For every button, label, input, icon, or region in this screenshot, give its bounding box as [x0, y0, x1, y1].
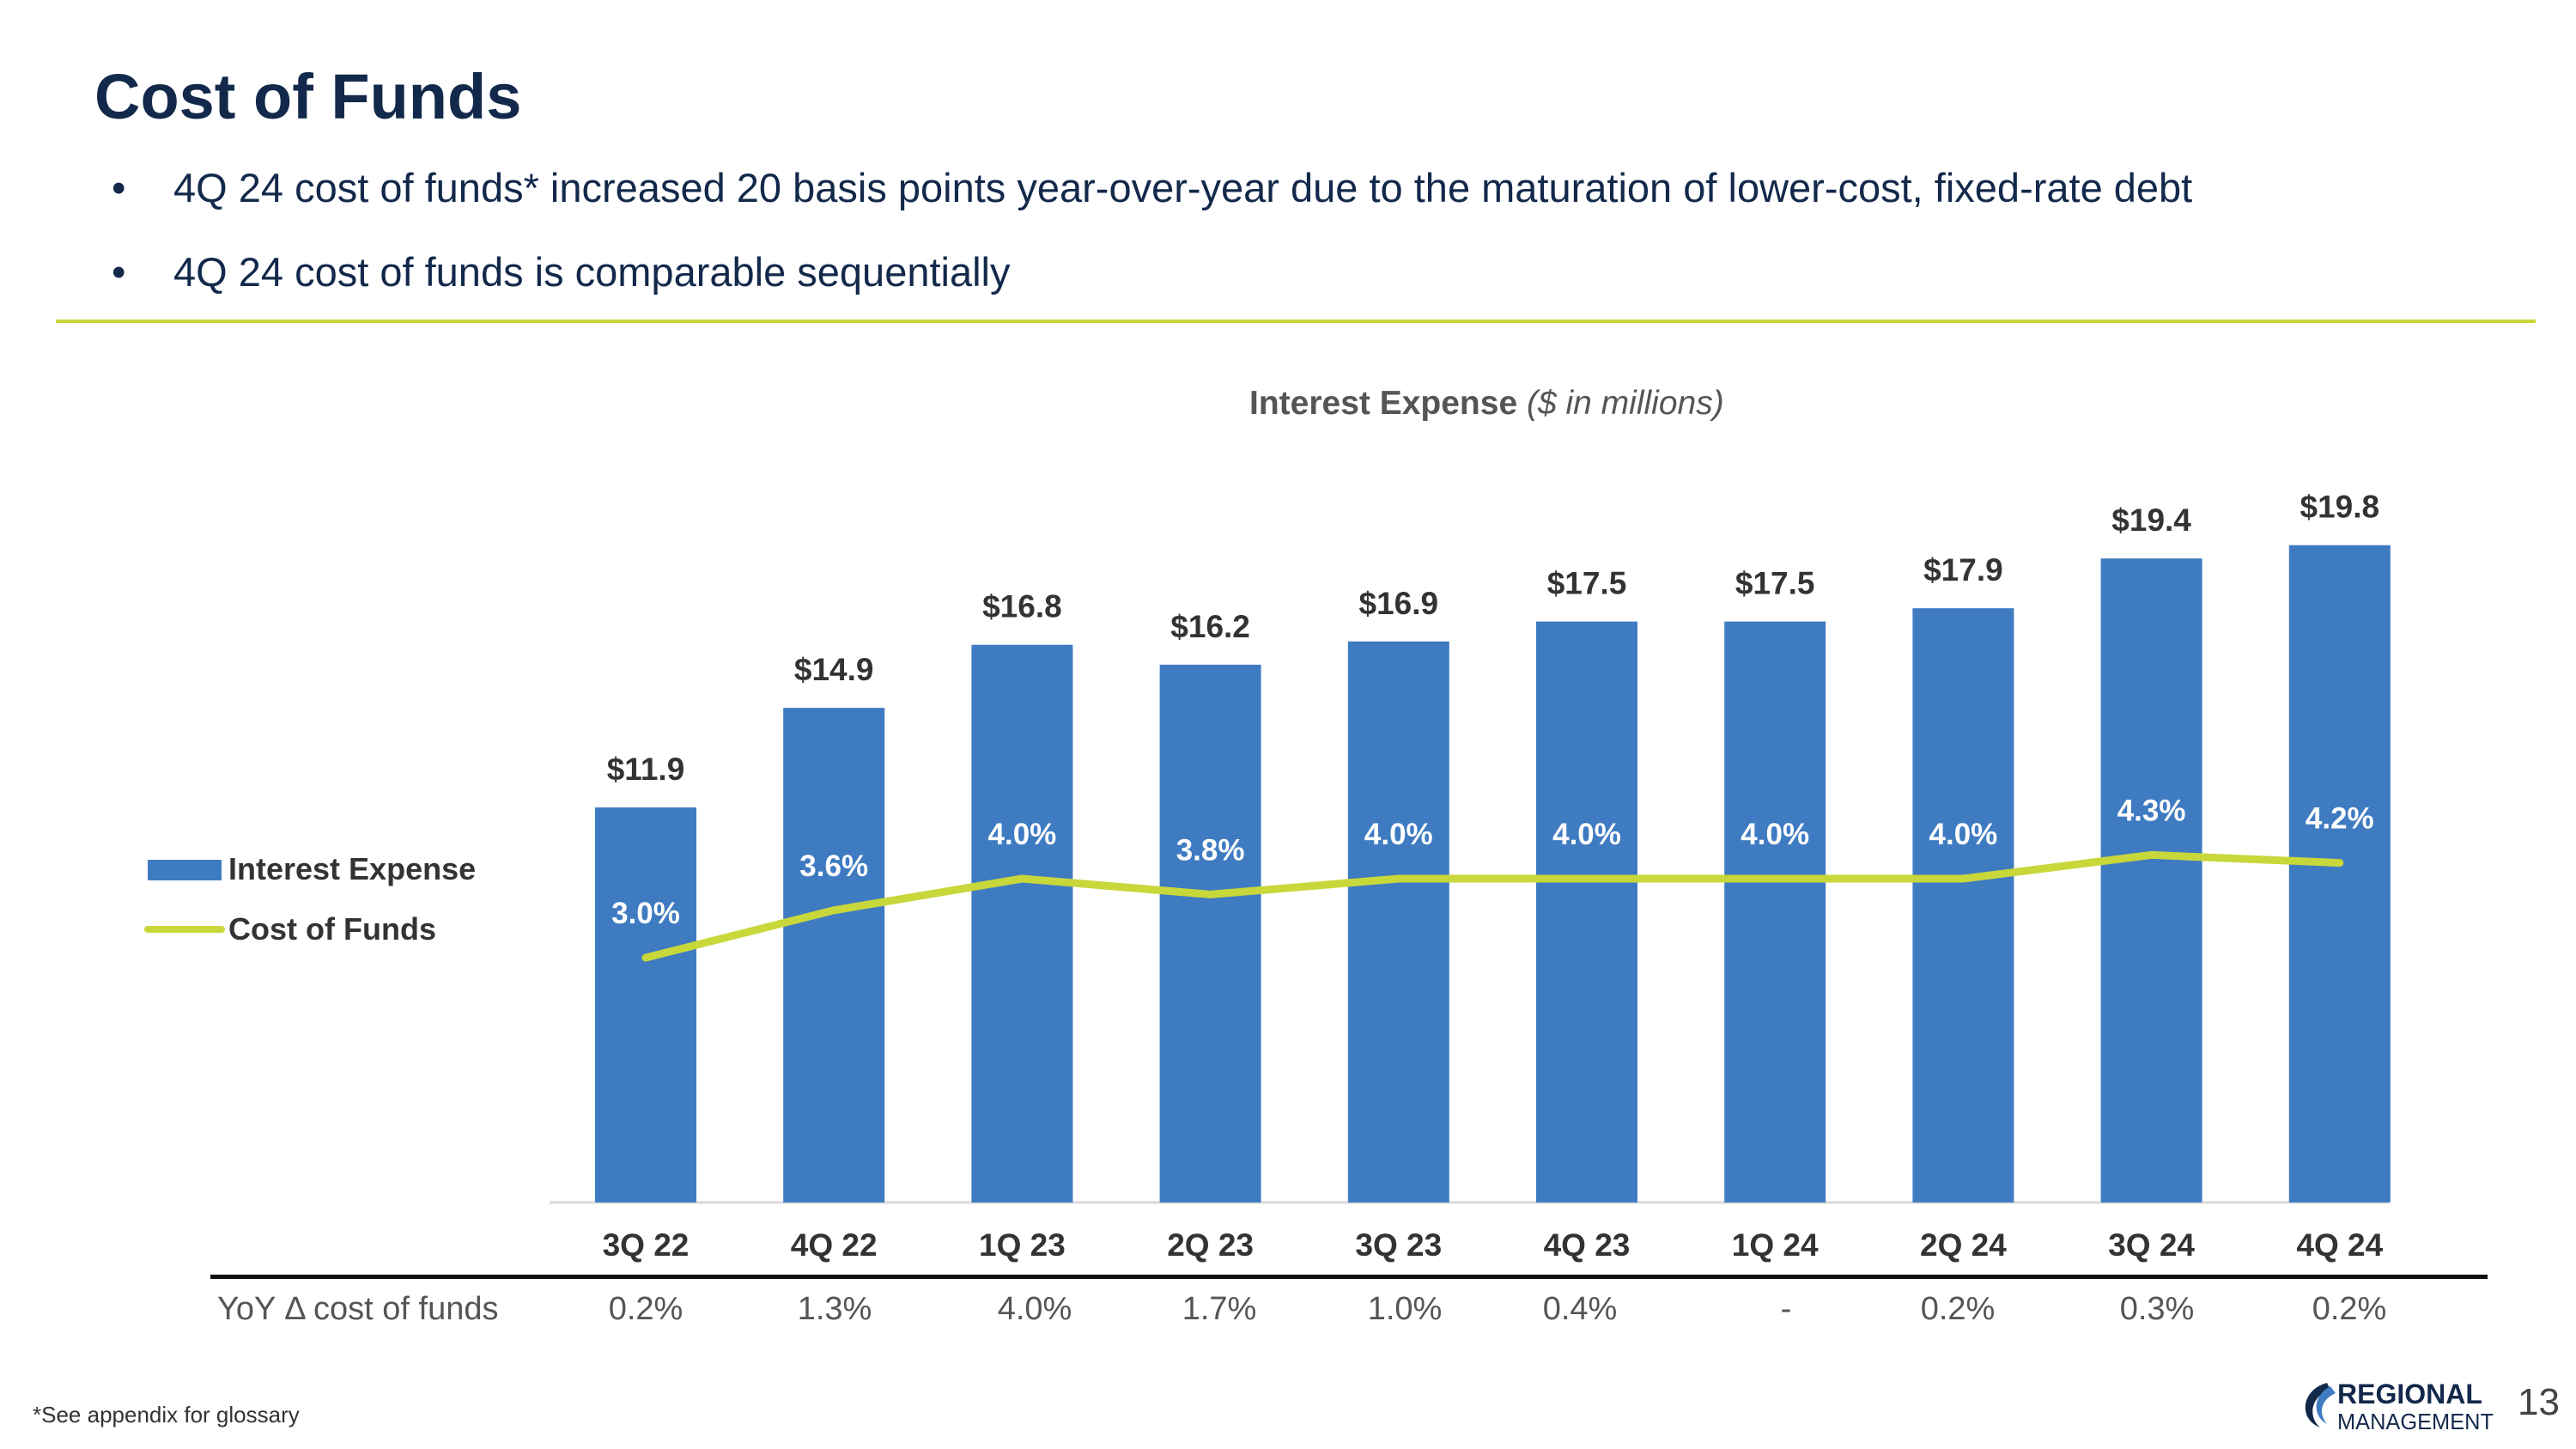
footnote: *See appendix for glossary: [33, 1402, 300, 1428]
chart-title-main: Interest Expense: [1249, 385, 1518, 422]
yoy-value: -: [1780, 1291, 1792, 1327]
svg-text:MANAGEMENT: MANAGEMENT: [2337, 1409, 2494, 1434]
x-tick-label: 3Q 22: [603, 1227, 690, 1263]
bar: [595, 807, 696, 1202]
bar-value-label: $11.9: [607, 752, 685, 787]
bar: [2288, 545, 2391, 1202]
legend-swatch-interest-expense: [148, 860, 222, 880]
regional-management-logo: REGIONAL MANAGEMENT: [2305, 1379, 2494, 1434]
yoy-value: 1.0%: [1367, 1291, 1443, 1327]
bar: [783, 708, 885, 1202]
bar: [2100, 558, 2202, 1202]
bar-value-label: $16.9: [1359, 586, 1439, 621]
bullet-item: 4Q 24 cost of funds is comparable sequen…: [112, 230, 2192, 314]
x-tick-label: 2Q 24: [1920, 1227, 2007, 1263]
cost-of-funds-line: [641, 850, 2344, 962]
line-value-label: 3.6%: [799, 849, 868, 883]
x-tick-label: 4Q 23: [1544, 1227, 1631, 1263]
yoy-value: 0.2%: [608, 1291, 683, 1327]
x-tick-label: 3Q 23: [1355, 1227, 1442, 1263]
bar: [1912, 608, 2014, 1202]
yoy-value: 0.3%: [2119, 1291, 2195, 1327]
line-value-label: 3.0%: [611, 897, 680, 930]
x-tick-label: 4Q 24: [2296, 1227, 2383, 1263]
line-value-label: 4.0%: [1552, 818, 1621, 851]
yoy-label: YoY Δ cost of funds: [217, 1291, 499, 1327]
yoy-value: 1.3%: [797, 1291, 872, 1327]
legend-label-interest-expense: Interest Expense: [228, 851, 476, 886]
yoy-value: 4.0%: [997, 1291, 1072, 1327]
yoy-value: 0.4%: [1542, 1291, 1618, 1327]
bullet-list: 4Q 24 cost of funds* increased 20 basis …: [112, 146, 2192, 314]
bar-value-label: $19.4: [2111, 502, 2191, 538]
line-value-label: 3.8%: [1176, 833, 1245, 867]
x-tick-label: 2Q 23: [1167, 1227, 1254, 1263]
bar: [1347, 641, 1449, 1202]
yoy-value: 0.2%: [2312, 1291, 2387, 1327]
bar: [1536, 621, 1637, 1202]
chart-title: Interest Expense ($ in millions): [1249, 385, 1724, 423]
bar-value-label: $19.8: [2300, 490, 2380, 525]
bar: [1724, 621, 1826, 1202]
yoy-value: 0.2%: [1920, 1291, 1996, 1327]
bar: [971, 644, 1073, 1202]
line-value-label: 4.0%: [1929, 818, 1998, 851]
line-value-label: 4.0%: [988, 818, 1057, 851]
line-value-label: 4.2%: [2306, 802, 2374, 836]
divider: [56, 320, 2536, 323]
legend-label-cost-of-funds: Cost of Funds: [228, 911, 436, 947]
x-tick-label: 4Q 22: [791, 1227, 878, 1263]
page-title: Cost of Funds: [94, 61, 522, 132]
bar-value-label: $17.5: [1547, 566, 1627, 601]
line-value-label: 4.3%: [2117, 794, 2186, 827]
chart-subtitle: ($ in millions): [1526, 385, 1724, 422]
x-tick-label: 3Q 24: [2108, 1227, 2195, 1263]
line-value-label: 4.0%: [1741, 818, 1809, 851]
page-number: 13: [2518, 1381, 2560, 1423]
x-tick-label: 1Q 24: [1732, 1227, 1819, 1263]
bar-value-label: $16.2: [1170, 609, 1250, 644]
x-tick-label: 1Q 23: [979, 1227, 1066, 1263]
bar-value-label: $16.8: [982, 589, 1062, 624]
svg-text:REGIONAL: REGIONAL: [2337, 1379, 2482, 1409]
yoy-divider: [210, 1275, 2488, 1279]
bar-value-label: $17.9: [1923, 552, 2003, 588]
bar-value-label: $17.5: [1735, 566, 1815, 601]
line-value-label: 4.0%: [1364, 818, 1433, 851]
bar: [1159, 664, 1261, 1202]
bar-value-label: $14.9: [794, 652, 874, 687]
yoy-value: 1.7%: [1182, 1291, 1257, 1327]
bullet-item: 4Q 24 cost of funds* increased 20 basis …: [112, 146, 2192, 230]
